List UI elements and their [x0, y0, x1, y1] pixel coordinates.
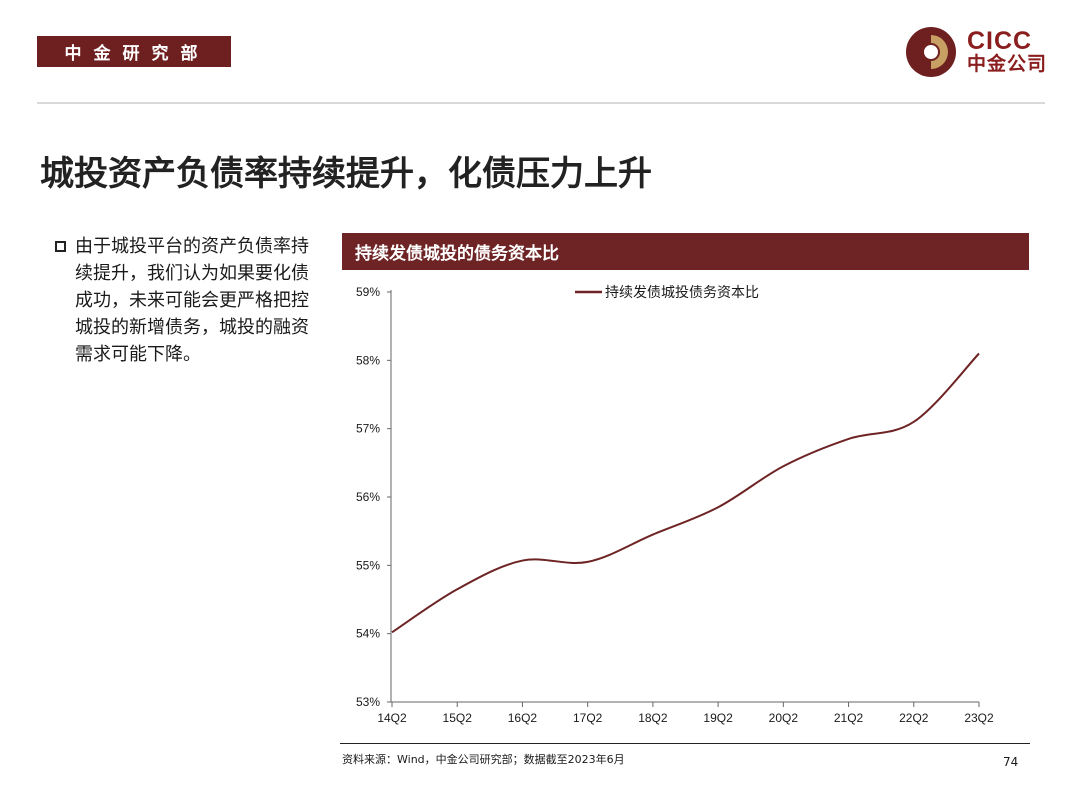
x-tick-label: 18Q2 — [638, 711, 668, 725]
x-tick-label: 16Q2 — [508, 711, 538, 725]
y-tick-label: 53% — [356, 695, 380, 709]
y-tick-label: 58% — [356, 353, 380, 367]
x-tick-label: 19Q2 — [703, 711, 733, 725]
x-tick-label: 23Q2 — [964, 711, 994, 725]
chart-header: 持续发债城投的债务资本比 — [342, 233, 1029, 270]
x-tick-label: 15Q2 — [443, 711, 473, 725]
page-number: 74 — [1003, 755, 1019, 769]
y-tick-label: 56% — [356, 490, 380, 504]
square-bullet-icon — [55, 241, 66, 252]
page-title: 城投资产负债率持续提升，化债压力上升 — [40, 154, 652, 194]
cicc-logo: CICC 中金公司 — [905, 26, 1055, 82]
bullet-text: 由于城投平台的资产负债率持续提升，我们认为如果要化债成功，未来可能会更严格把控城… — [75, 236, 309, 365]
x-tick-label: 21Q2 — [834, 711, 864, 725]
footer-divider — [340, 743, 1030, 744]
x-tick-label: 20Q2 — [769, 711, 799, 725]
header-divider — [37, 102, 1045, 104]
y-tick-label: 54% — [356, 627, 380, 641]
x-tick-label: 17Q2 — [573, 711, 603, 725]
logo-text-en: CICC — [967, 27, 1033, 55]
y-tick-label: 57% — [356, 422, 380, 436]
department-tag: 中金研究部 — [37, 36, 231, 67]
logo-text-cn: 中金公司 — [967, 53, 1048, 75]
x-tick-label: 14Q2 — [377, 711, 407, 725]
y-tick-label: 55% — [356, 558, 380, 572]
bullet-point: 由于城投平台的资产负债率持续提升，我们认为如果要化债成功，未来可能会更严格把控城… — [55, 233, 317, 368]
line-chart: 53% 54% 55% 56% 57% 58% 59% 14Q2 15Q2 16Q2 17Q2 18Q… — [356, 284, 994, 725]
y-tick-label: 59% — [356, 285, 380, 299]
cicc-logo-icon — [906, 27, 956, 77]
x-tick-label: 22Q2 — [899, 711, 929, 725]
series-line — [391, 352, 980, 634]
legend-label: 持续发债城投债务资本比 — [605, 284, 759, 300]
source-note: 资料来源：Wind，中金公司研究部；数据截至2023年6月 — [342, 753, 625, 766]
